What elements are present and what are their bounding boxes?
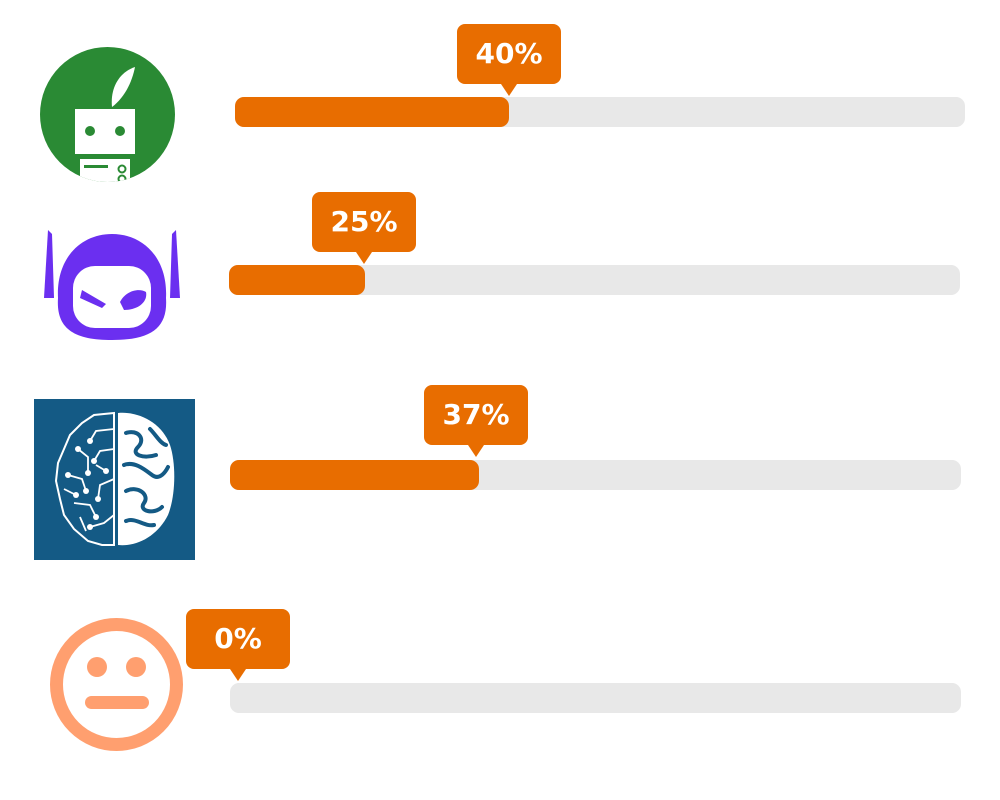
progress-track — [229, 265, 960, 295]
value-bubble: 0% — [186, 609, 290, 681]
circuit-brain-icon — [34, 399, 195, 560]
neutral-face-icon — [49, 617, 184, 752]
value-bubble: 37% — [424, 385, 528, 457]
progress-fill — [229, 265, 365, 295]
purple-robot-head-icon — [36, 228, 188, 344]
progress-fill — [230, 460, 479, 490]
value-bubble: 25% — [312, 192, 416, 264]
green-quill-robot-icon — [40, 47, 175, 182]
progress-track — [230, 460, 961, 490]
value-bubble: 40% — [457, 24, 561, 96]
progress-fill — [235, 97, 509, 127]
progress-track — [230, 683, 961, 713]
progress-track — [235, 97, 965, 127]
